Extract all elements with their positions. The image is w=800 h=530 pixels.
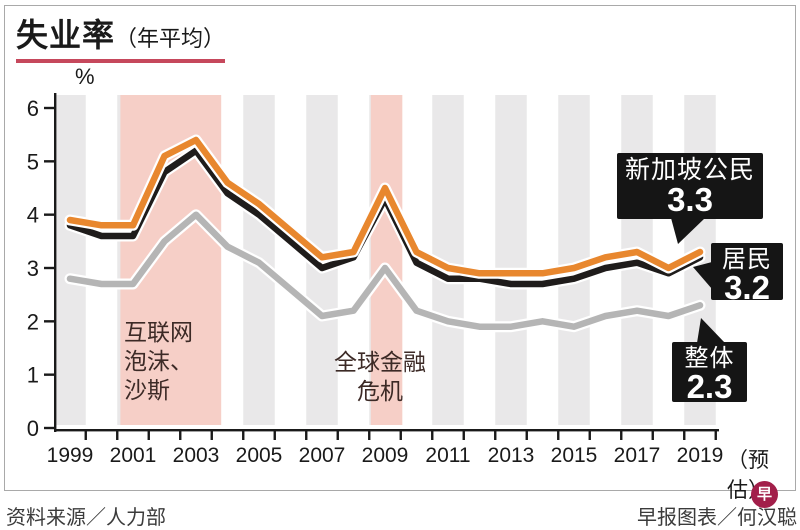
x-tick (273, 431, 276, 440)
x-tick-label: 2003 (173, 444, 220, 467)
annotation-text-line: 泡沫、 (124, 348, 193, 374)
x-tick-label: 2011 (425, 444, 470, 467)
y-tick-label: 0 (27, 416, 39, 441)
y-tick (44, 213, 55, 216)
y-tick (44, 426, 55, 430)
callout-citizens-value: 3.3 (667, 181, 713, 218)
callout-citizens-label: 新加坡公民 (624, 156, 755, 184)
callout-citizens-pointer (671, 218, 705, 244)
x-tick-label: 1999 (47, 444, 94, 467)
series-line-新加坡公民 (66, 136, 704, 277)
annotation-text-line: 沙斯 (124, 377, 170, 403)
callout-residents: 居民 3.2 (711, 243, 783, 306)
x-tick (84, 431, 87, 440)
x-tick-label: 2009 (362, 444, 409, 467)
x-tick (368, 431, 371, 440)
x-tick (210, 431, 213, 440)
y-tick (44, 160, 55, 163)
source-credit: 资料来源／人力部 (6, 507, 166, 529)
title-sub: （年平均） (115, 26, 226, 51)
series-line-整体 (66, 211, 704, 330)
x-tick (462, 431, 465, 440)
annotation-text-line: 危机 (357, 378, 403, 404)
x-tick (336, 431, 339, 440)
x-tick-label: 2005 (236, 444, 283, 467)
y-tick (44, 266, 55, 270)
y-tick-label: 3 (27, 256, 39, 281)
y-tick-label: 2 (27, 309, 39, 334)
annotation-text-line: 互联网 (124, 319, 193, 345)
x-tick (651, 431, 654, 440)
y-tick-label: 4 (27, 203, 39, 228)
x-tick-label: 2019 (677, 444, 724, 467)
y-axis-unit-label: % (75, 64, 95, 89)
zaobao-logo: 早 (751, 481, 778, 508)
y-tick-label: 6 (27, 96, 39, 121)
x-axis-line (54, 429, 719, 432)
x-tick (494, 431, 497, 440)
callout-overall-label: 整体 (684, 345, 735, 372)
annotation-financial-crisis: 全球金融 危机 (322, 348, 438, 406)
callout-residents-pointer (693, 262, 712, 289)
annotation-text-line: 全球金融 (334, 349, 426, 375)
x-tick (242, 431, 245, 440)
callout-citizens: 新加坡公民 3.3 (617, 153, 763, 219)
x-tick (305, 431, 308, 440)
year-stripe (495, 95, 527, 425)
x-tick (620, 431, 623, 440)
y-tick (44, 373, 55, 376)
x-tick (714, 431, 717, 440)
x-tick (588, 431, 591, 440)
chart-credit: 早报图表／何汉聪 (637, 507, 797, 529)
x-tick (179, 431, 182, 440)
x-tick-label: 2013 (488, 444, 535, 467)
title-main: 失业率 (16, 17, 116, 53)
callout-residents-value: 3.2 (724, 269, 770, 306)
x-tick (399, 431, 402, 440)
x-tick-label: 2001 (110, 444, 157, 467)
callout-overall-pointer (697, 318, 725, 343)
annotation-dotcom-sars: 互联网 泡沫、 沙斯 (124, 318, 193, 405)
x-tick (683, 431, 686, 440)
chart-title: 失业率（年平均） (16, 10, 226, 63)
crisis-band (370, 95, 403, 425)
x-tick-label: 2007 (299, 444, 346, 467)
x-tick (147, 431, 150, 440)
x-tick (431, 431, 434, 440)
x-tick (525, 431, 528, 440)
x-tick (116, 431, 119, 440)
y-tick (44, 106, 55, 110)
callout-overall: 整体 2.3 (672, 342, 747, 405)
y-tick-label: 5 (27, 149, 39, 174)
x-tick-label: 2015 (551, 444, 598, 467)
year-stripe (56, 95, 86, 425)
y-tick (44, 320, 55, 323)
x-tick-label: 2017 (614, 444, 661, 467)
callout-residents-label: 居民 (722, 246, 772, 273)
y-tick-label: 1 (27, 363, 39, 388)
x-tick (557, 431, 560, 440)
title-underline: 失业率（年平均） (16, 10, 226, 63)
y-axis-line (54, 93, 57, 432)
callout-overall-value: 2.3 (686, 368, 733, 405)
